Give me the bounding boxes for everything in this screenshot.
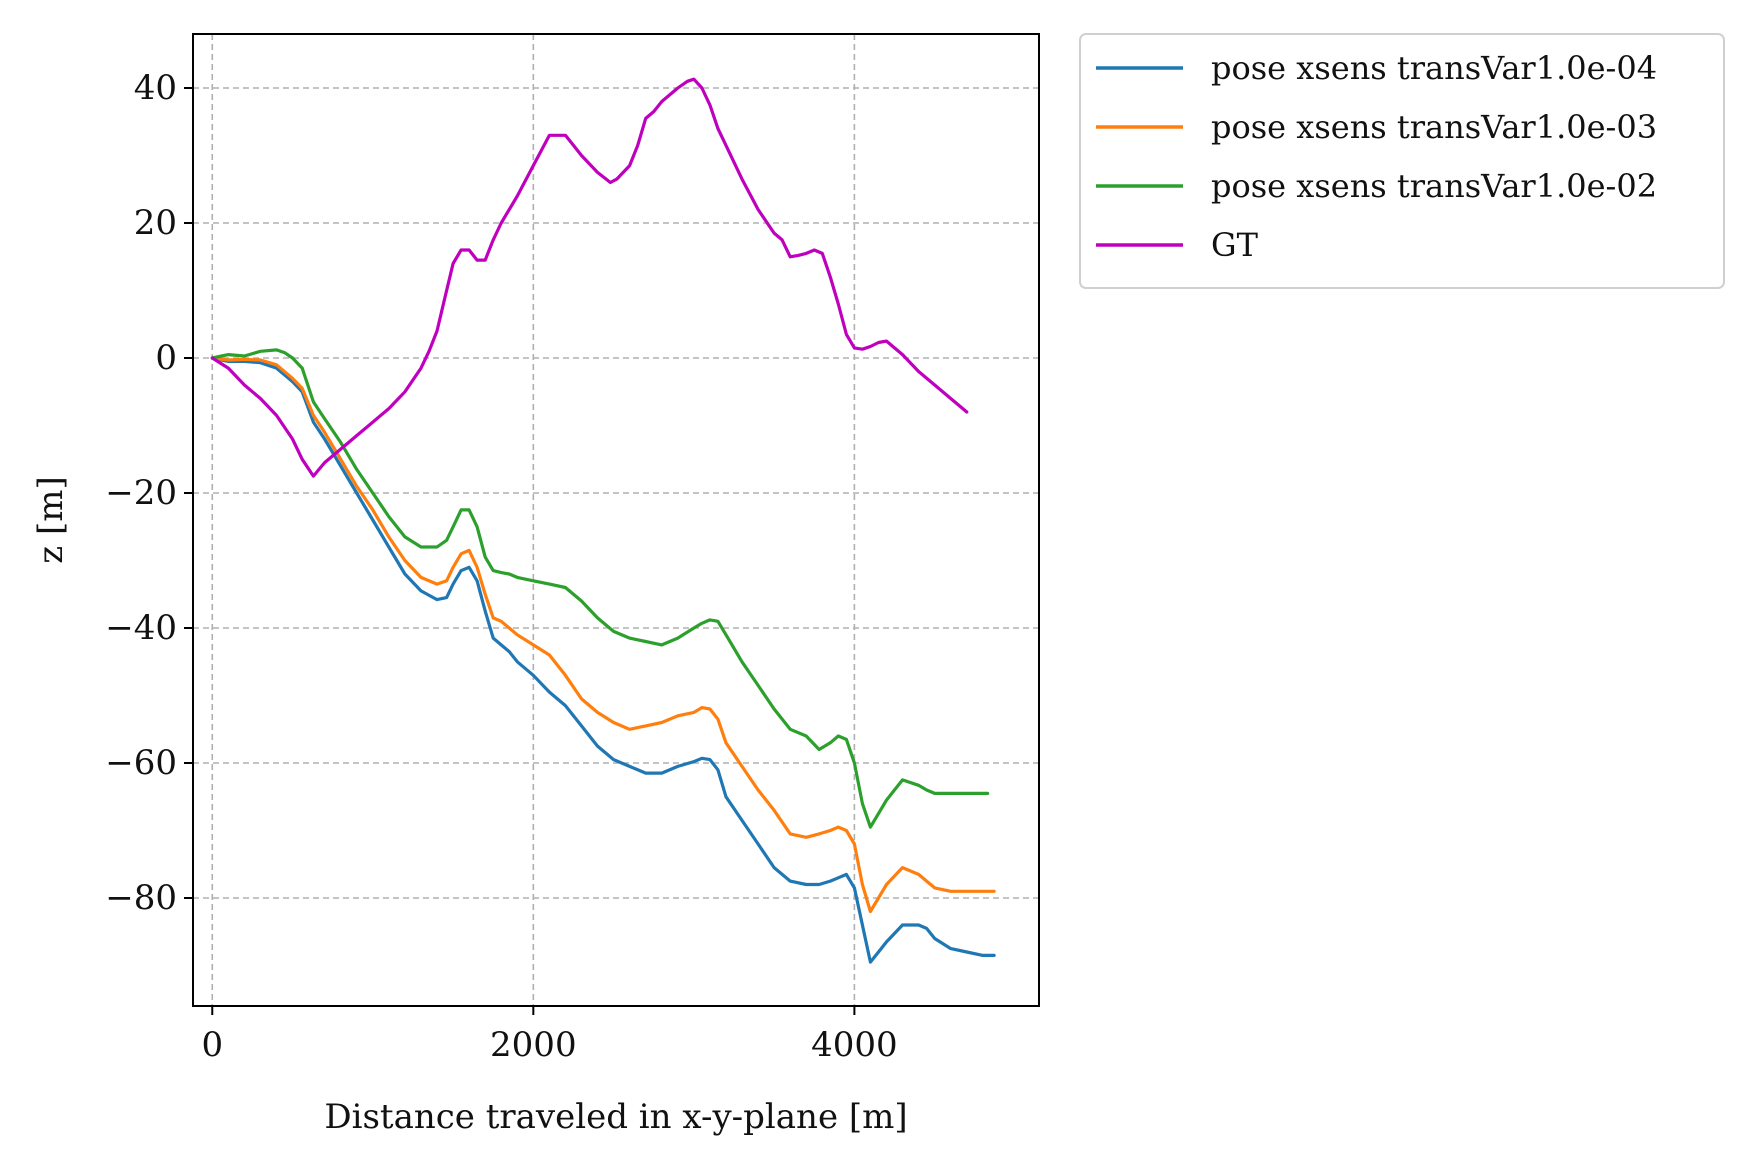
- y-tick-label: −40: [105, 608, 177, 648]
- x-axis-label: Distance traveled in x-y-plane [m]: [324, 1097, 907, 1137]
- legend-label: GT: [1211, 226, 1259, 264]
- legend-label: pose xsens transVar1.0e-03: [1211, 108, 1657, 146]
- y-tick-label: 0: [155, 338, 177, 378]
- series-line-1: [210, 356, 996, 964]
- y-tick-label: −80: [105, 878, 177, 918]
- legend-entries: pose xsens transVar1.0e-04 pose xsens tra…: [1096, 49, 1657, 264]
- x-tick-label: 0: [201, 1025, 223, 1065]
- series-lines: [210, 77, 996, 964]
- y-tick-label: −60: [105, 743, 177, 783]
- series-line-2: [210, 356, 996, 914]
- series-line-3: [210, 348, 990, 829]
- y-axis-ticks: −80 −60 −40 −20 0 20 40: [105, 68, 193, 918]
- x-tick-label: 2000: [490, 1025, 577, 1065]
- series-line-4: [210, 77, 969, 478]
- legend: pose xsens transVar1.0e-04 pose xsens tra…: [1079, 33, 1725, 289]
- x-tick-label: 4000: [811, 1025, 898, 1065]
- x-axis-ticks: 0 2000 4000: [201, 1006, 898, 1065]
- grid: [193, 34, 1039, 1006]
- y-tick-label: 40: [134, 68, 177, 108]
- plot-area-frame: [192, 33, 1040, 1007]
- y-tick-label: −20: [105, 473, 177, 513]
- legend-label: pose xsens transVar1.0e-04: [1211, 49, 1657, 87]
- y-tick-label: 20: [134, 203, 177, 243]
- y-axis-label: z [m]: [31, 476, 71, 564]
- legend-label: pose xsens transVar1.0e-02: [1211, 167, 1657, 205]
- legend-box: [1079, 33, 1725, 289]
